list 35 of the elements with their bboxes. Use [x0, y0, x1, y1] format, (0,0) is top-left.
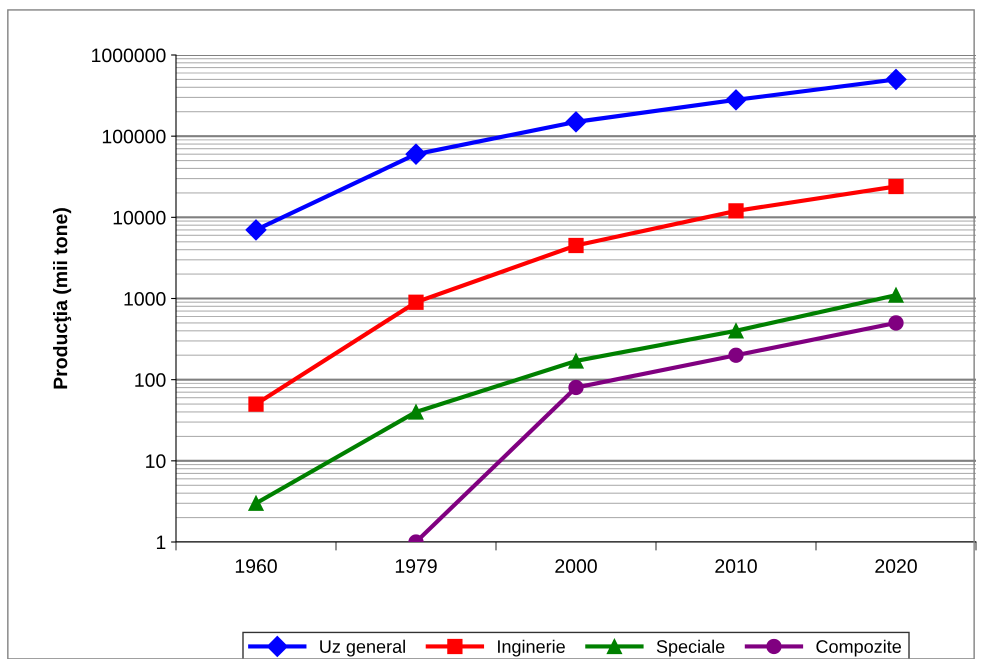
point	[245, 219, 267, 240]
legend-label: Uz general	[320, 640, 405, 657]
y-tick-label: 10	[146, 454, 166, 468]
point	[725, 89, 747, 110]
legend-label: Compozite	[816, 640, 901, 657]
point	[248, 496, 264, 511]
y-tick-label: 1000000	[92, 48, 166, 62]
point	[565, 111, 587, 132]
point	[888, 178, 904, 194]
x-tick-label: 1979	[396, 559, 437, 573]
point	[728, 203, 744, 219]
point	[885, 68, 907, 90]
point	[248, 396, 264, 412]
point	[405, 144, 427, 165]
y-tick-label: 1	[156, 536, 166, 550]
y-tick-label: 1000	[124, 292, 166, 306]
y-tick-label: 10000	[114, 210, 166, 225]
y-tick-label: 100000	[102, 130, 166, 144]
point	[728, 323, 744, 338]
x-tick-label: 2020	[875, 559, 917, 573]
y-axis-title: Producţia (mii tone)	[53, 208, 72, 388]
x-tick-label: 2010	[715, 559, 757, 573]
point	[888, 288, 904, 303]
point	[568, 353, 584, 369]
legend-label: Speciale	[656, 640, 724, 657]
x-tick-label: 2000	[555, 559, 597, 573]
y-tick-label: 100	[135, 373, 166, 387]
point	[728, 348, 744, 363]
point	[888, 315, 904, 331]
point	[408, 404, 424, 420]
x-tick-label: 1960	[236, 559, 277, 573]
legend-label: Inginerie	[498, 640, 565, 657]
point	[568, 238, 584, 254]
point	[408, 294, 424, 310]
point	[568, 380, 584, 396]
